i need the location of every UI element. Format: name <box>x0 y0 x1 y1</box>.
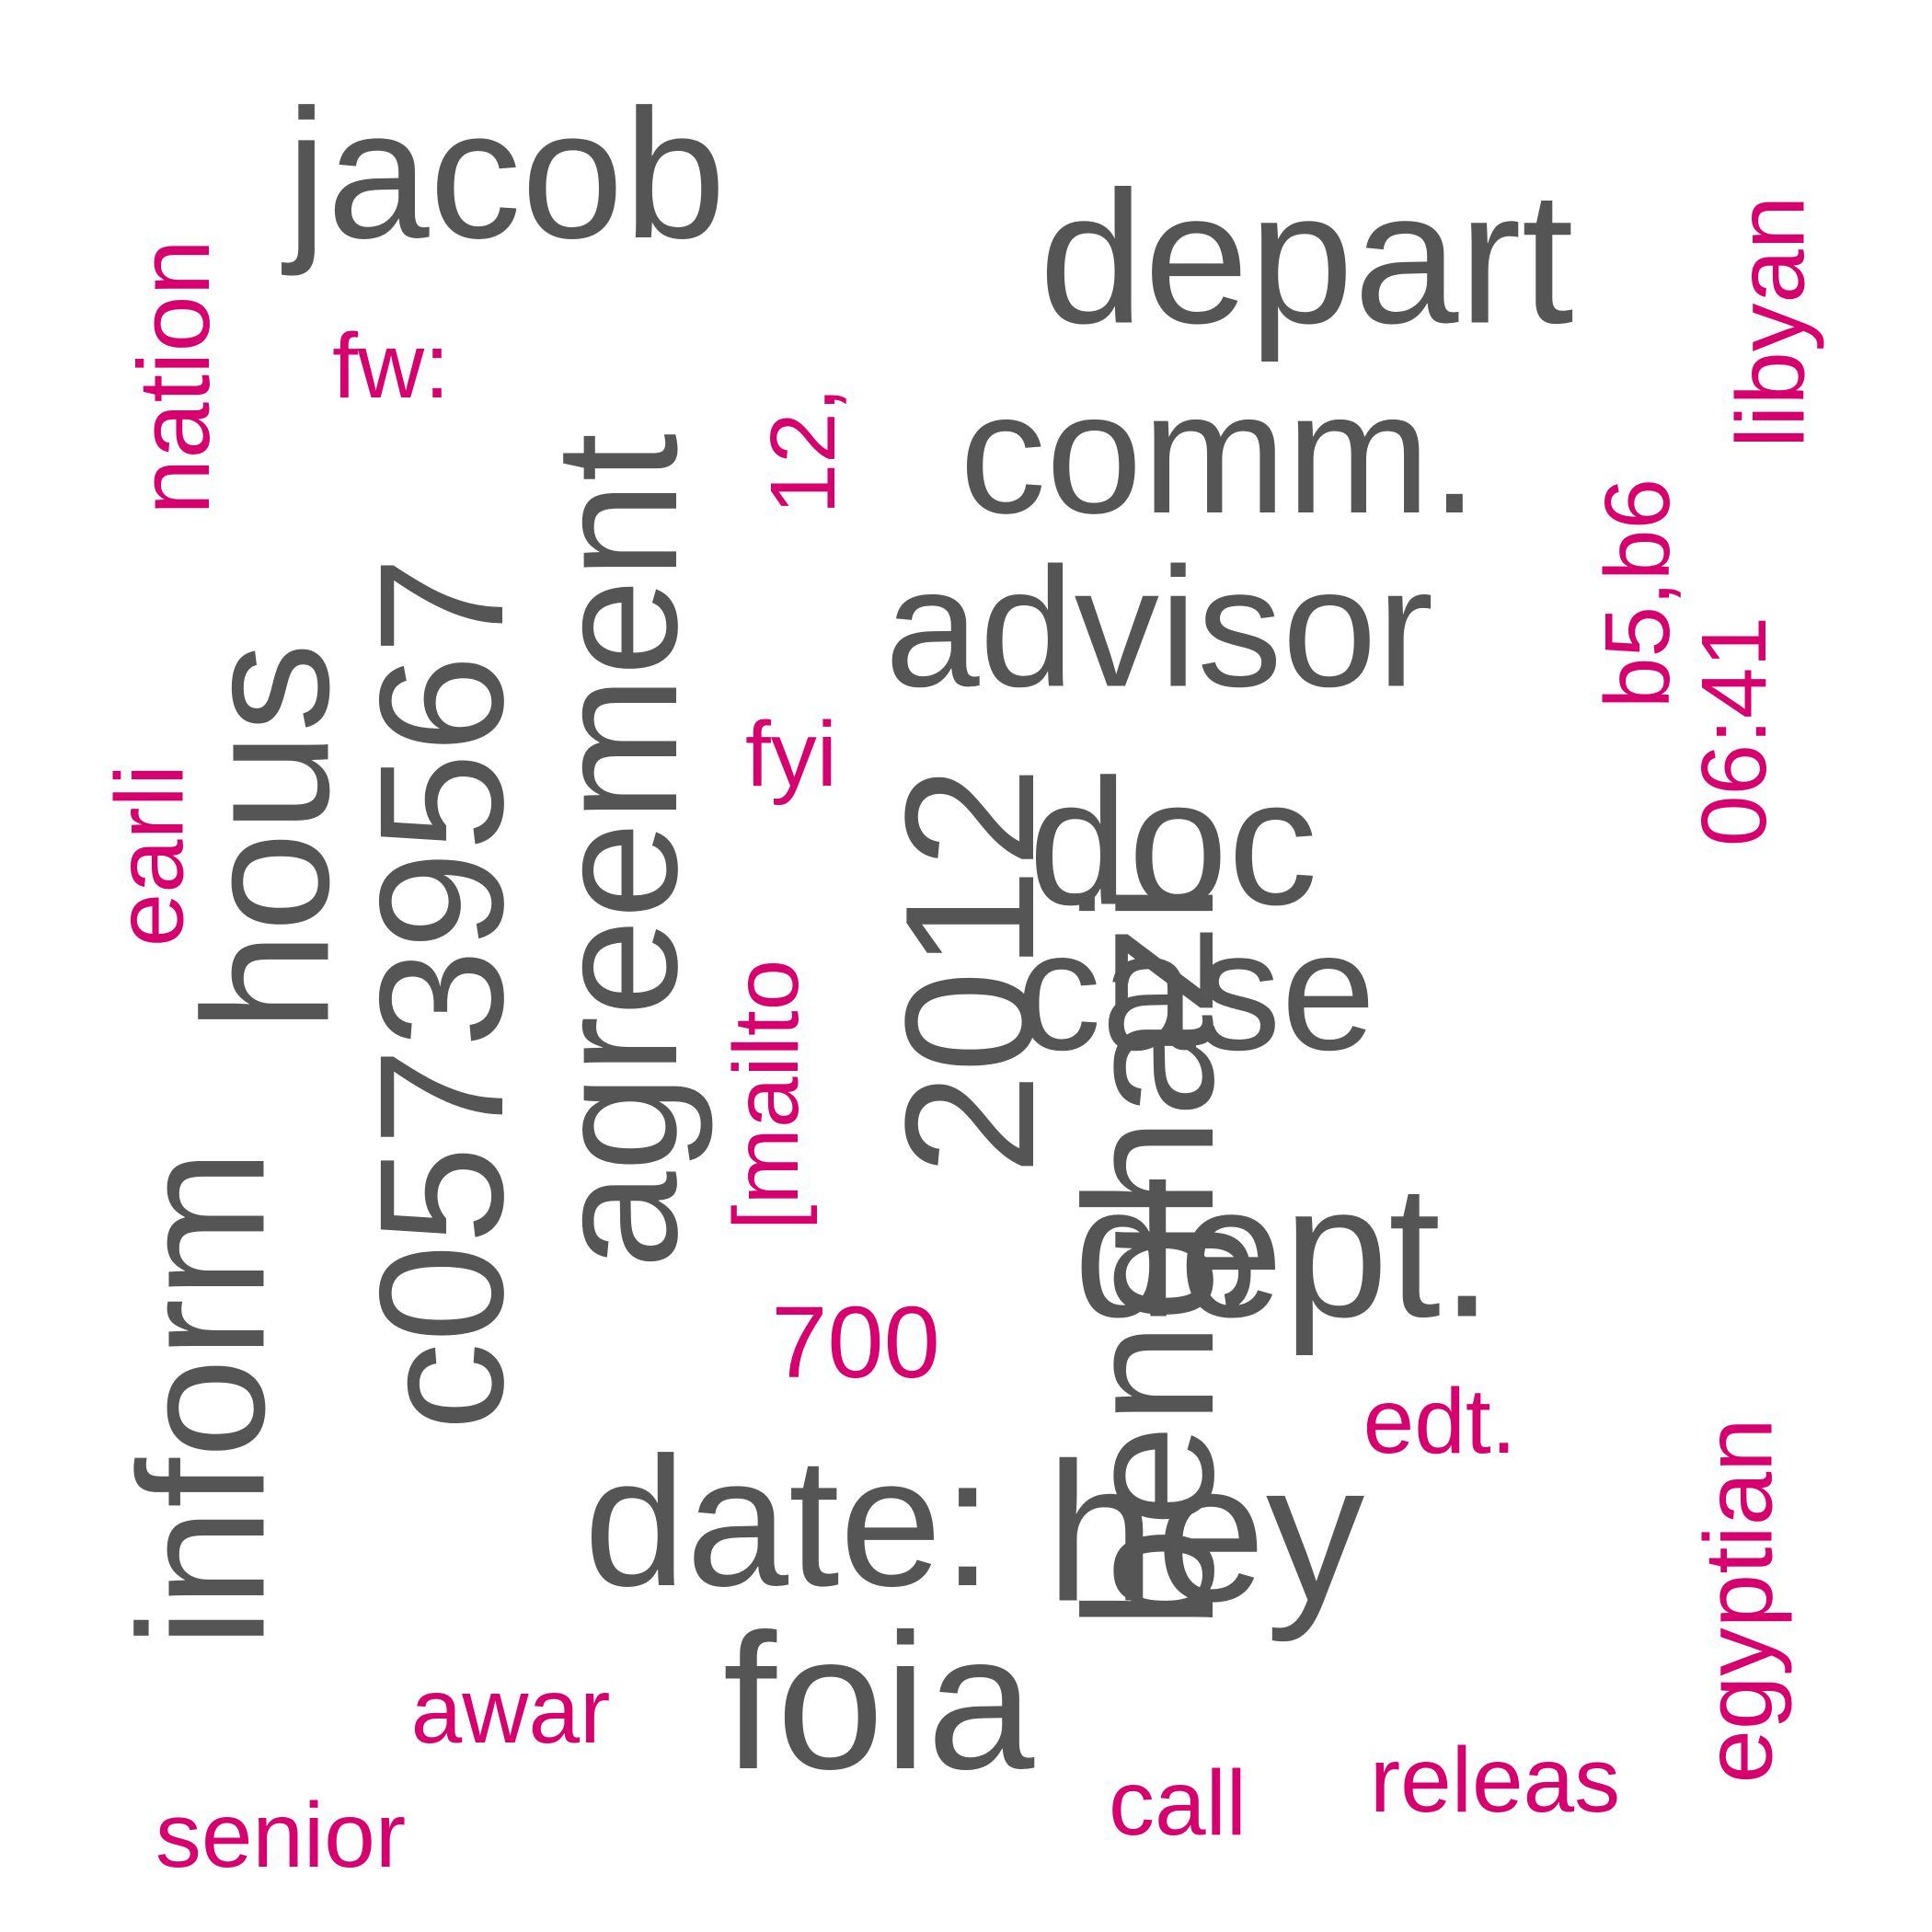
word-doc: doc <box>1028 742 1318 943</box>
word-nation: nation <box>118 239 231 515</box>
word-case: case <box>1016 896 1376 1087</box>
word-awar: awar <box>410 1660 611 1763</box>
word-foia: foia <box>722 1593 1035 1810</box>
word-advisor: advisor <box>884 533 1434 723</box>
word-benghazi: benghazi <box>1047 882 1252 1629</box>
word-earli: earli <box>96 764 204 948</box>
word-libyan: libyan <box>1717 195 1825 449</box>
word-c05739567: c05739567 <box>342 556 540 1432</box>
word-fw: fw: <box>332 315 450 418</box>
word-egyptian: egyptian <box>1685 1418 1793 1784</box>
word-comm: comm. <box>960 356 1478 549</box>
word-date: date: <box>583 1420 994 1625</box>
word-mailto: [mailto <box>715 959 818 1231</box>
word-call: call <box>1108 1752 1248 1855</box>
word-0641: 06:41 <box>1683 615 1786 847</box>
word-fyi: fyi <box>745 703 837 806</box>
word-b5b6: b5,b6 <box>1586 477 1689 709</box>
word-hey: hey <box>1045 1420 1365 1643</box>
word-inform: inform <box>101 1149 303 1648</box>
word-releas: releas <box>1369 1729 1621 1832</box>
word-jacob: jacob <box>285 72 727 277</box>
word-depart: depart <box>1039 152 1574 363</box>
word-dept: dept. <box>1074 1145 1493 1357</box>
word-2012: 2012 <box>868 765 1073 1176</box>
word-senior: senior <box>155 1784 407 1887</box>
word-12: 12, <box>752 386 855 515</box>
word-700: 700 <box>771 1286 940 1399</box>
word-agreement: agreement <box>519 432 714 1270</box>
word-edt: edt. <box>1363 1370 1517 1473</box>
word-hous: hous <box>166 642 367 1032</box>
